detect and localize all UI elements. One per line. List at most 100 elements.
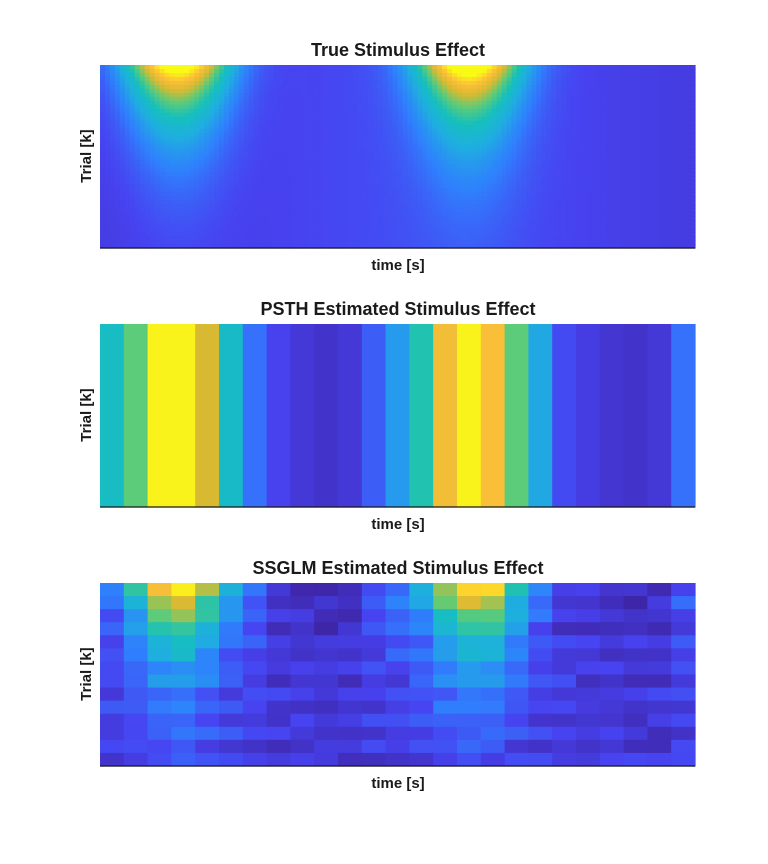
heatmap-cell: [457, 68, 463, 74]
heatmap-cell: [149, 148, 156, 154]
heatmap-cell: [447, 224, 453, 229]
heatmap-cell: [576, 112, 582, 118]
heatmap-cell: [303, 176, 309, 181]
heatmap-cell: [397, 104, 404, 110]
heatmap-cell: [521, 156, 528, 162]
heatmap-cell: [328, 96, 334, 102]
heatmap-cell: [670, 108, 676, 114]
heatmap-cell: [248, 200, 255, 205]
heatmap-cell: [338, 228, 344, 233]
heatmap-cell: [511, 188, 518, 193]
heatmap-cell: [382, 132, 389, 138]
heatmap-cell: [640, 148, 647, 154]
heatmap-cell: [471, 168, 478, 174]
heatmap-cell: [412, 176, 418, 181]
heatmap-cell: [362, 128, 369, 134]
heatmap-cell: [298, 100, 304, 106]
heatmap-cell: [442, 160, 448, 166]
heatmap-cell: [407, 188, 413, 193]
heatmap-cell: [308, 208, 314, 213]
heatmap-cell: [214, 88, 220, 94]
heatmap-cell: [511, 168, 518, 174]
heatmap-cell: [486, 196, 493, 201]
heatmap-cell: [238, 72, 245, 78]
heatmap-cell: [298, 116, 304, 122]
heatmap-cell: [298, 140, 304, 146]
heatmap-cell: [308, 108, 314, 114]
heatmap-cell: [447, 68, 453, 74]
heatmap-cell: [352, 204, 359, 209]
heatmap-cell: [154, 204, 161, 209]
heatmap-cell: [124, 224, 131, 229]
heatmap-cell: [670, 200, 676, 205]
heatmap-cell: [104, 168, 111, 174]
heatmap-cell: [585, 88, 592, 94]
heatmap-cell: [407, 228, 413, 233]
heatmap-cell: [531, 224, 537, 229]
heatmap-cell: [447, 148, 453, 154]
heatmap-cell: [615, 220, 622, 225]
heatmap-cell: [595, 224, 602, 229]
heatmap-cell: [342, 200, 349, 205]
heatmap-cell: [427, 116, 433, 122]
heatmap-cell: [377, 220, 384, 225]
heatmap-cell: [571, 208, 577, 213]
heatmap-cell: [209, 160, 215, 166]
heatmap-cell: [650, 168, 656, 174]
heatmap-cell: [452, 136, 458, 142]
heatmap-cell: [209, 112, 215, 118]
heatmap-cell: [412, 184, 418, 189]
heatmap-cell: [531, 96, 537, 102]
heatmap-cell: [134, 184, 141, 189]
heatmap-cell: [412, 224, 418, 229]
heatmap-cell: [228, 148, 235, 154]
heatmap-cell: [318, 180, 324, 185]
heatmap-cell: [367, 172, 374, 177]
heatmap-cell: [377, 116, 384, 122]
heatmap-cell: [635, 128, 642, 134]
heatmap-cell: [625, 160, 632, 166]
heatmap-cell: [526, 164, 532, 170]
heatmap-cell: [214, 192, 220, 197]
heatmap-cell: [238, 84, 245, 90]
heatmap-cell: [675, 128, 681, 134]
heatmap-cell: [610, 116, 617, 122]
heatmap-cell: [223, 128, 230, 134]
heatmap-cell: [675, 108, 681, 114]
heatmap-cell: [640, 176, 647, 181]
heatmap-cell: [258, 156, 265, 162]
heatmap-cell: [258, 148, 265, 154]
heatmap-cell: [278, 88, 285, 94]
heatmap-cell: [536, 204, 542, 209]
heatmap-cell: [491, 104, 498, 110]
heatmap-cell: [610, 220, 617, 225]
heatmap-cell: [580, 220, 587, 225]
heatmap-cell: [561, 116, 567, 122]
heatmap-cell: [189, 144, 195, 150]
heatmap-cell: [531, 84, 537, 90]
heatmap-cell: [298, 120, 304, 126]
heatmap-cell: [645, 148, 651, 154]
heatmap-cell: [104, 76, 111, 82]
heatmap-cell: [258, 196, 265, 201]
chart-title: True Stimulus Effect: [311, 40, 485, 60]
heatmap-cell: [511, 172, 518, 177]
heatmap-cell: [154, 224, 161, 229]
heatmap-cell: [675, 208, 681, 213]
heatmap-cell: [580, 140, 587, 146]
heatmap-cell: [501, 100, 508, 106]
heatmap-cell: [362, 192, 369, 197]
heatmap-cell: [551, 208, 557, 213]
heatmap-cell: [580, 212, 587, 217]
heatmap-cell: [288, 124, 294, 130]
heatmap-cell: [486, 208, 493, 213]
heatmap-cell: [139, 132, 146, 138]
heatmap-cell: [531, 80, 537, 86]
heatmap-cell: [625, 220, 632, 225]
heatmap-cell: [283, 92, 290, 98]
heatmap-cell: [387, 112, 394, 118]
heatmap-cell: [650, 220, 656, 225]
heatmap-cell: [481, 140, 488, 146]
heatmap-cell: [189, 65, 195, 70]
heatmap-cell: [362, 116, 369, 122]
